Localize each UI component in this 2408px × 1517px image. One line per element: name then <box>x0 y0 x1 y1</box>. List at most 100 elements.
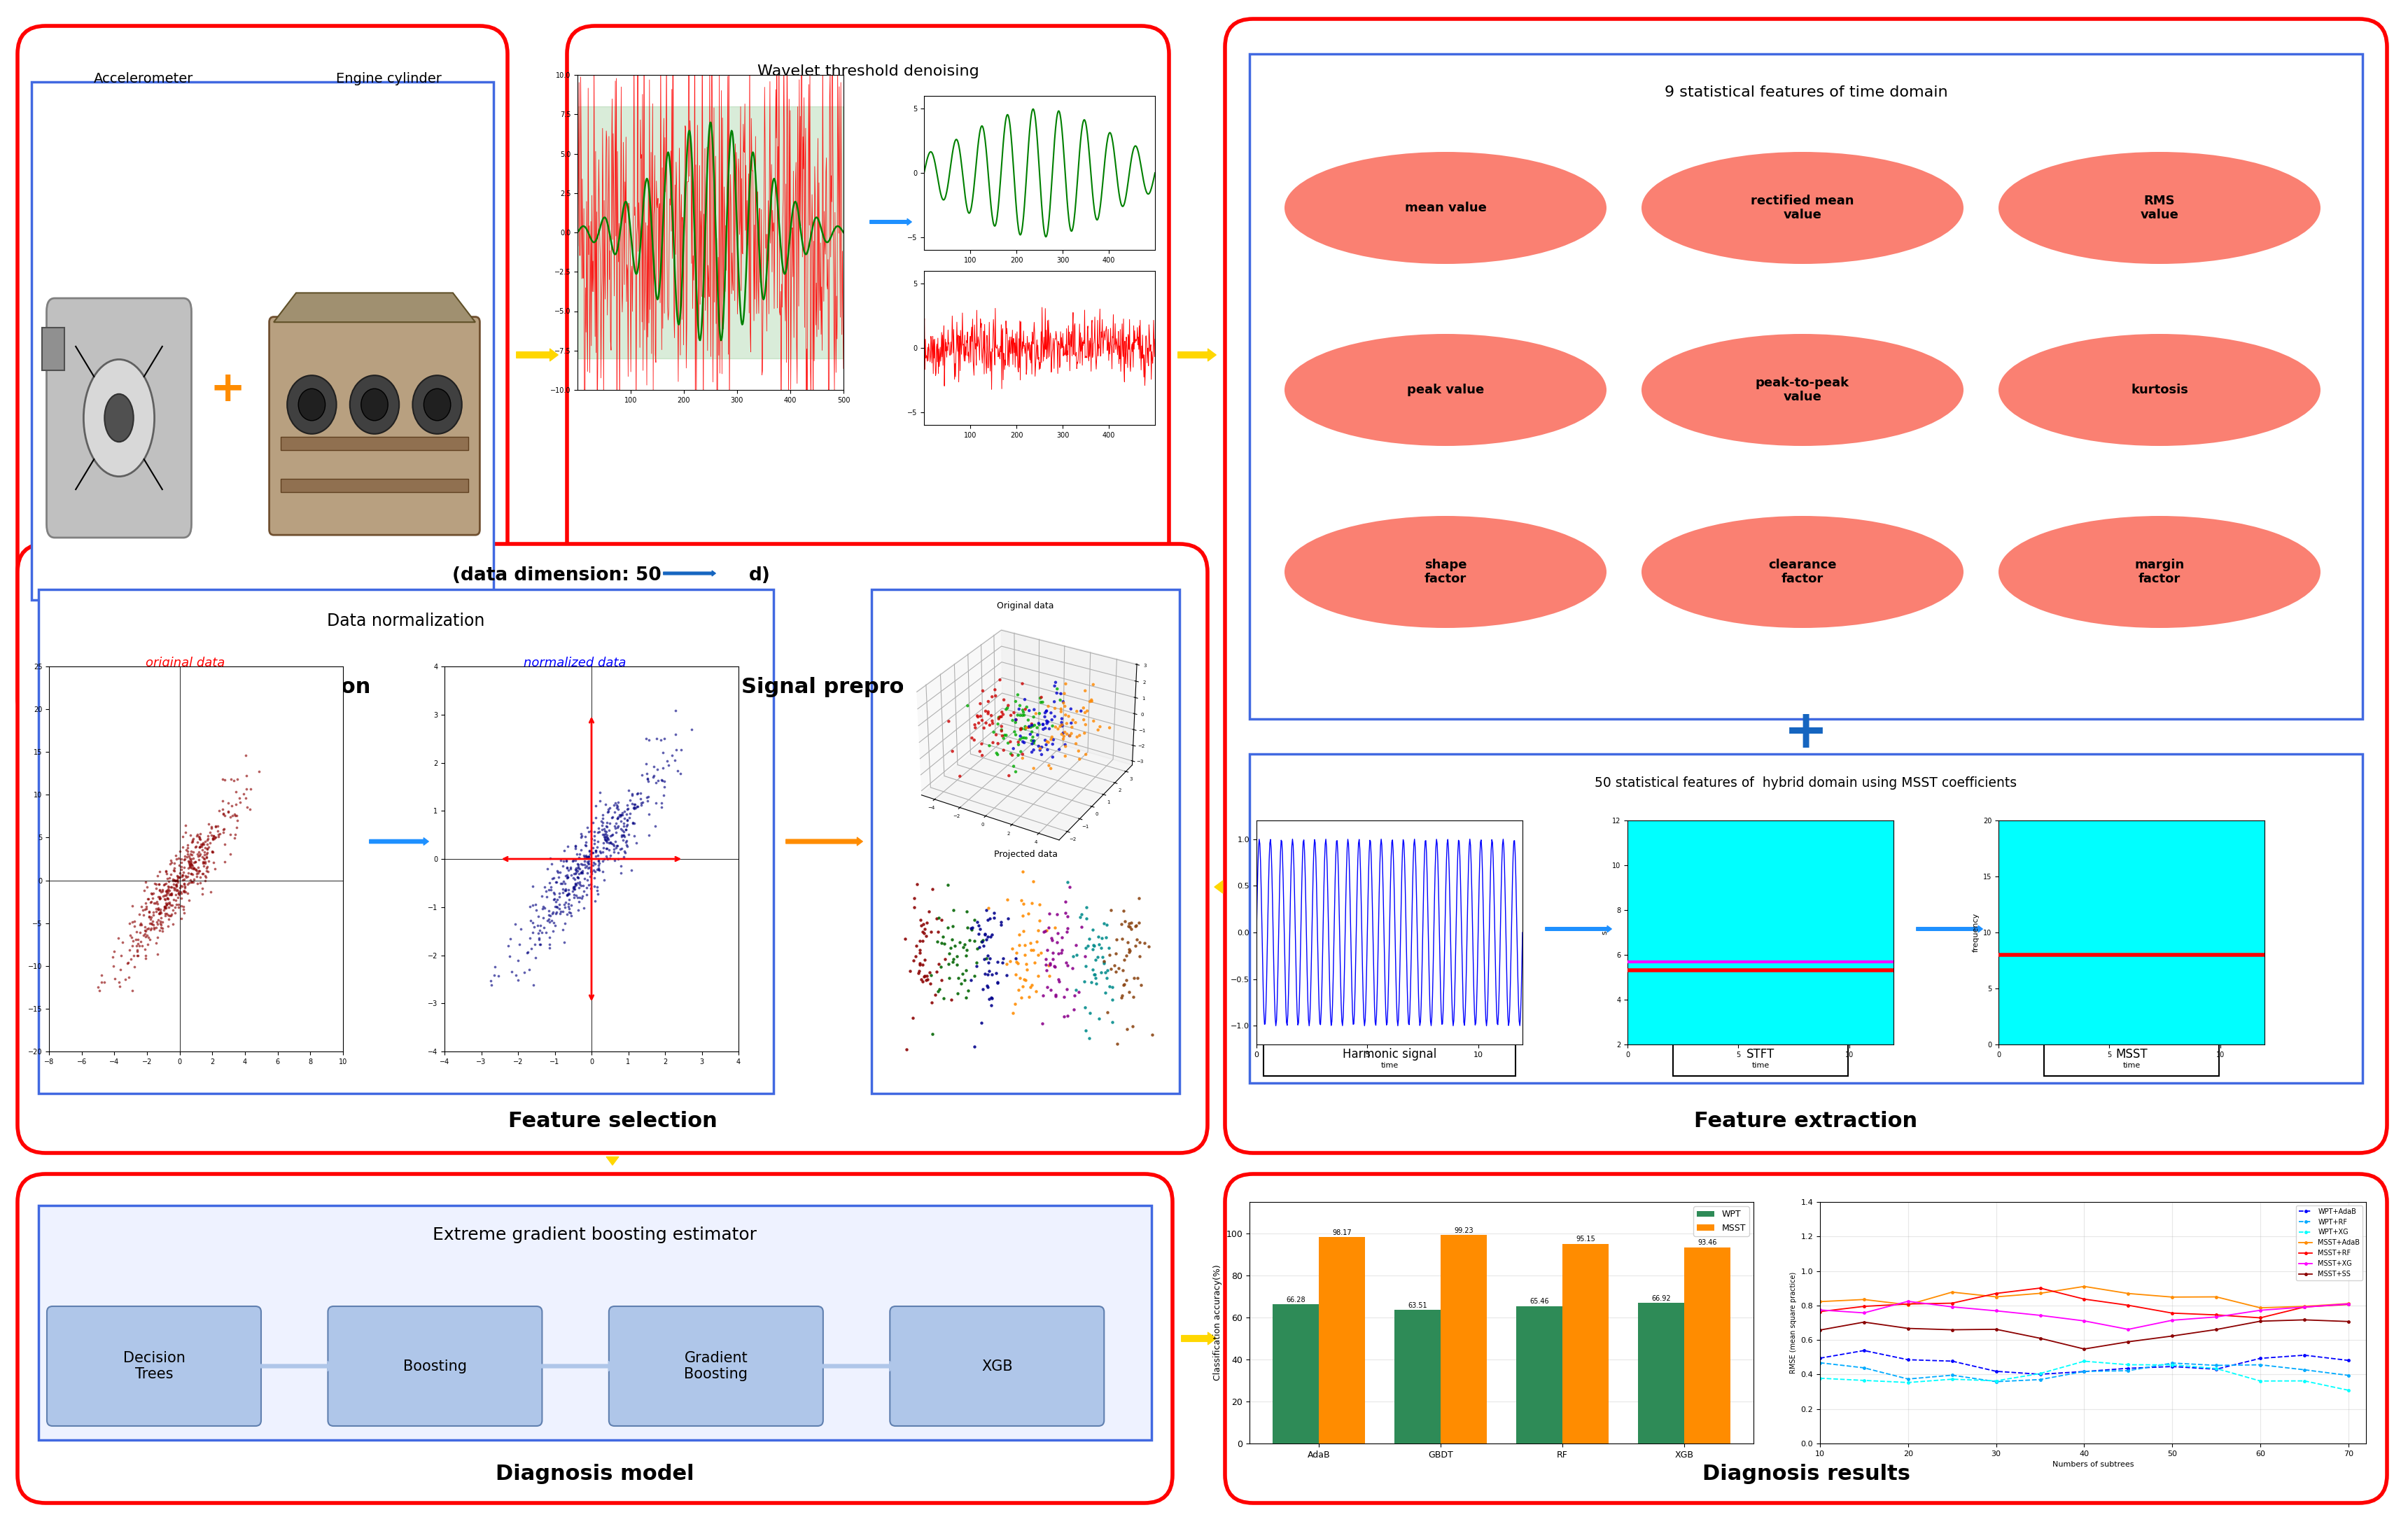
Point <box>1093 975 1132 1000</box>
Point <box>147 871 185 895</box>
Point <box>633 765 672 789</box>
Point <box>157 892 195 916</box>
MSST+AdaB <box>2247 1299 2276 1317</box>
Point <box>537 887 576 912</box>
Point <box>568 851 607 875</box>
Point <box>515 915 554 939</box>
Point <box>583 802 621 827</box>
Point <box>1057 933 1096 957</box>
Point <box>140 912 178 936</box>
Point <box>217 768 255 792</box>
Point <box>563 895 602 919</box>
Point <box>132 890 171 915</box>
Point <box>1007 957 1045 981</box>
Point <box>101 957 140 981</box>
Point <box>137 931 176 956</box>
Point <box>903 928 942 953</box>
Point <box>920 951 958 975</box>
Point <box>1062 903 1100 927</box>
Point <box>604 812 643 836</box>
Point <box>614 792 653 816</box>
Point <box>588 819 626 843</box>
Point <box>217 816 255 840</box>
Point <box>183 851 222 875</box>
Point <box>578 875 616 900</box>
Point <box>614 812 653 836</box>
Point <box>1069 1025 1108 1050</box>
Point <box>116 927 154 951</box>
Point <box>1112 916 1151 941</box>
Point <box>597 795 636 819</box>
Point <box>614 781 653 806</box>
Point <box>554 886 592 910</box>
Point <box>144 884 183 909</box>
Point <box>142 897 181 921</box>
Point <box>149 904 188 928</box>
Point <box>571 842 609 866</box>
Point <box>604 824 643 848</box>
Point <box>1074 962 1112 986</box>
Point <box>588 825 626 850</box>
Point <box>559 875 597 900</box>
X-axis label: time: time <box>1751 1062 1770 1069</box>
Point <box>185 833 224 857</box>
Point <box>1021 909 1060 933</box>
Point <box>152 881 190 906</box>
Point <box>209 799 248 824</box>
Point <box>592 843 631 868</box>
Point <box>1110 915 1149 939</box>
Point <box>925 931 963 956</box>
Point <box>556 883 595 907</box>
Point <box>144 895 183 919</box>
Point <box>190 831 229 856</box>
Point <box>125 922 164 947</box>
Point <box>94 945 132 969</box>
Point <box>1007 968 1045 992</box>
Point <box>1014 972 1052 997</box>
Point <box>547 883 585 907</box>
Point <box>229 795 267 819</box>
Point <box>628 786 667 810</box>
Point <box>527 856 566 880</box>
Point <box>149 890 188 915</box>
Text: clearance
factor: clearance factor <box>1767 558 1837 586</box>
Point <box>951 916 990 941</box>
Point <box>549 881 588 906</box>
Point <box>616 831 655 856</box>
Point <box>568 856 607 880</box>
Point <box>968 897 1007 921</box>
Point <box>491 959 530 983</box>
Point <box>231 798 270 822</box>
Point <box>472 972 510 997</box>
Point <box>164 848 202 872</box>
Point <box>1023 1012 1062 1036</box>
Point <box>125 903 164 927</box>
Point <box>944 962 982 986</box>
Point <box>169 871 207 895</box>
Point <box>169 872 207 897</box>
Text: Engine cylinder: Engine cylinder <box>335 71 441 85</box>
Point <box>1021 941 1060 965</box>
Circle shape <box>84 360 154 476</box>
Point <box>161 881 200 906</box>
Point <box>123 933 161 957</box>
Point <box>166 874 205 898</box>
Point <box>1079 1006 1117 1030</box>
Point <box>130 912 169 936</box>
Point <box>1074 918 1112 942</box>
Point <box>149 892 188 916</box>
Text: peak-to-peak
value: peak-to-peak value <box>1755 376 1849 404</box>
Point <box>559 845 597 869</box>
Point <box>195 857 234 881</box>
WPT+RF <box>2333 1367 2362 1385</box>
Point <box>1110 980 1149 1004</box>
Point <box>595 831 633 856</box>
Point <box>137 890 176 915</box>
Point <box>537 890 576 915</box>
Point <box>929 942 968 966</box>
Point <box>638 727 677 751</box>
Point <box>939 981 978 1006</box>
Point <box>169 836 207 860</box>
Text: 98.17: 98.17 <box>1332 1229 1351 1236</box>
Point <box>600 840 638 865</box>
